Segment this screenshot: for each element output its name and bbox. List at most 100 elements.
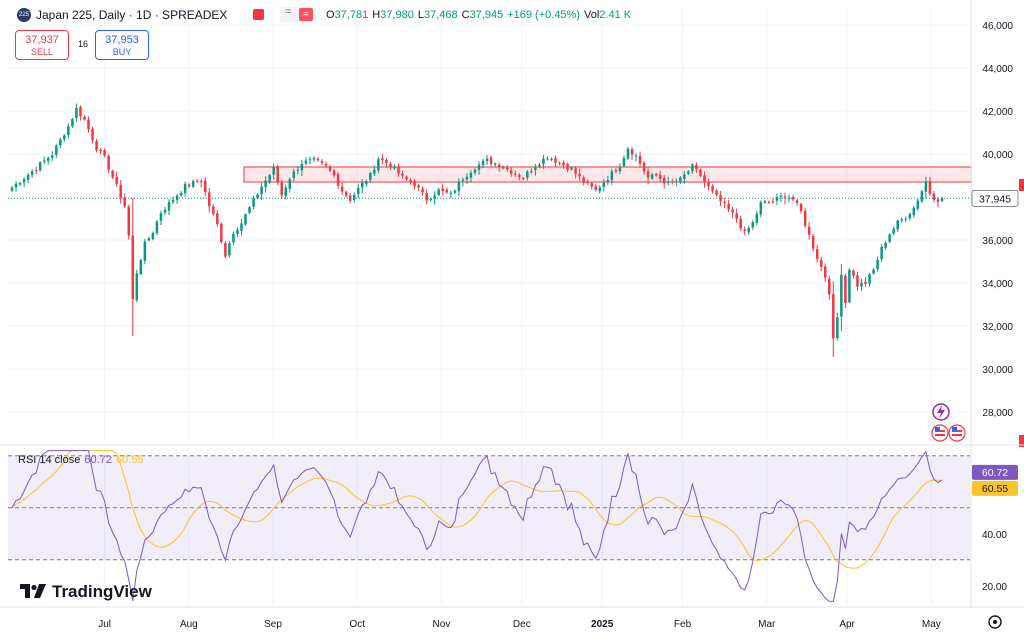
time-tick-label: Feb	[674, 619, 692, 630]
candle-body	[111, 170, 114, 178]
time-tick-label: Mar	[758, 619, 776, 630]
candle	[787, 194, 791, 203]
candle	[683, 170, 686, 184]
candle	[509, 166, 513, 177]
candle-body	[461, 179, 465, 182]
candle-body	[924, 181, 928, 192]
last-price-tag[interactable]	[971, 190, 1019, 207]
candle	[417, 183, 420, 191]
candle-body	[622, 157, 626, 167]
candle-body	[417, 185, 420, 188]
candle	[51, 151, 54, 161]
buy-button[interactable]: 37,953 BUY	[95, 30, 149, 60]
candle	[799, 202, 803, 214]
candle-body	[819, 259, 823, 267]
candle-body	[743, 229, 746, 231]
candle	[26, 173, 30, 184]
candle	[658, 170, 662, 183]
candle	[481, 158, 485, 169]
candle-body	[828, 278, 831, 295]
rsi-ma-value-tag[interactable]	[972, 480, 1018, 496]
candle-body	[546, 158, 549, 160]
candle	[288, 177, 292, 193]
time-tick-label: Aug	[180, 619, 198, 630]
candle-body	[666, 181, 670, 183]
candle-body	[288, 179, 292, 189]
tradingview-logo[interactable]: TradingView	[20, 582, 152, 602]
time-axis[interactable]: Jul Aug Sep Oct Nov Dec 2025 Feb Mar Apr May	[0, 606, 1024, 630]
candle-body	[691, 164, 694, 172]
candle	[244, 213, 247, 226]
candle-body	[195, 180, 199, 182]
ohlc-key-2: L	[417, 9, 424, 21]
event-icons[interactable]	[931, 403, 966, 442]
candle	[699, 168, 702, 178]
candle	[703, 171, 706, 188]
candle-body	[767, 202, 771, 204]
candle	[308, 156, 312, 165]
ohlc-value-4: +169 (+0.45%)	[507, 9, 580, 21]
candle-body	[493, 163, 497, 165]
candle	[522, 176, 525, 181]
ohlc-value-0: 37,781	[334, 9, 369, 21]
candle	[421, 186, 424, 196]
rsi-legend[interactable]: RSI 14 close 60.72 60.55	[18, 454, 143, 466]
candle-body	[119, 185, 122, 198]
candle-body	[832, 294, 835, 339]
time-tick-label: 2025	[591, 619, 614, 630]
candle	[18, 181, 22, 187]
candle	[932, 191, 936, 203]
candle-body	[425, 192, 428, 201]
candle-body	[896, 220, 899, 230]
ohlc-value-2: 37,468	[423, 9, 458, 21]
legend-controls[interactable]: = ≈	[280, 6, 316, 22]
compare-icon[interactable]: ≈	[299, 8, 313, 21]
candle	[127, 204, 131, 240]
candle-body	[296, 169, 300, 171]
candle	[135, 269, 139, 303]
price-axis-background[interactable]	[972, 0, 1024, 637]
buy-price: 37,953	[105, 34, 139, 46]
settings-gear-icon[interactable]	[988, 615, 1002, 629]
price-axis[interactable]: 46,00044,00042,00040,00038,00036,00034,0…	[931, 0, 1024, 637]
candle-body	[582, 177, 585, 183]
rsi-value-tag[interactable]	[972, 464, 1018, 480]
candle-body	[735, 213, 738, 219]
sell-button[interactable]: 37,937 SELL	[15, 30, 69, 60]
candle	[465, 173, 469, 185]
candle	[324, 161, 328, 168]
sell-label: SELL	[30, 47, 54, 57]
candle-body	[679, 177, 682, 182]
candle	[747, 225, 751, 235]
candle-body	[248, 206, 251, 214]
candle-body	[365, 181, 368, 185]
candle-body	[18, 183, 22, 185]
candle-body	[377, 159, 380, 171]
candle	[248, 206, 251, 215]
lightning-glyph-icon	[937, 405, 945, 419]
candle	[493, 162, 497, 168]
candle-body	[864, 281, 867, 285]
market-status-icon[interactable]	[253, 9, 264, 20]
candle-body	[602, 182, 606, 187]
candle	[151, 231, 155, 241]
candle	[513, 170, 517, 178]
candle-body	[554, 157, 557, 163]
ohlc-key-1: H	[372, 9, 381, 21]
candle	[328, 164, 332, 173]
minus-icon[interactable]: =	[285, 6, 292, 18]
symbol-title[interactable]: Japan 225, Daily · 1D · SPREADEX	[36, 8, 228, 22]
candle-body	[542, 158, 545, 165]
candle-body	[671, 181, 674, 183]
candle	[602, 178, 606, 192]
candle-body	[481, 160, 485, 166]
resistance-zone[interactable]	[243, 166, 977, 183]
candle-body	[449, 192, 453, 194]
candle-body	[393, 166, 396, 169]
candlestick-series	[8, 103, 970, 357]
candle-body	[397, 166, 400, 174]
candle-body	[14, 183, 18, 188]
candle	[397, 163, 400, 177]
